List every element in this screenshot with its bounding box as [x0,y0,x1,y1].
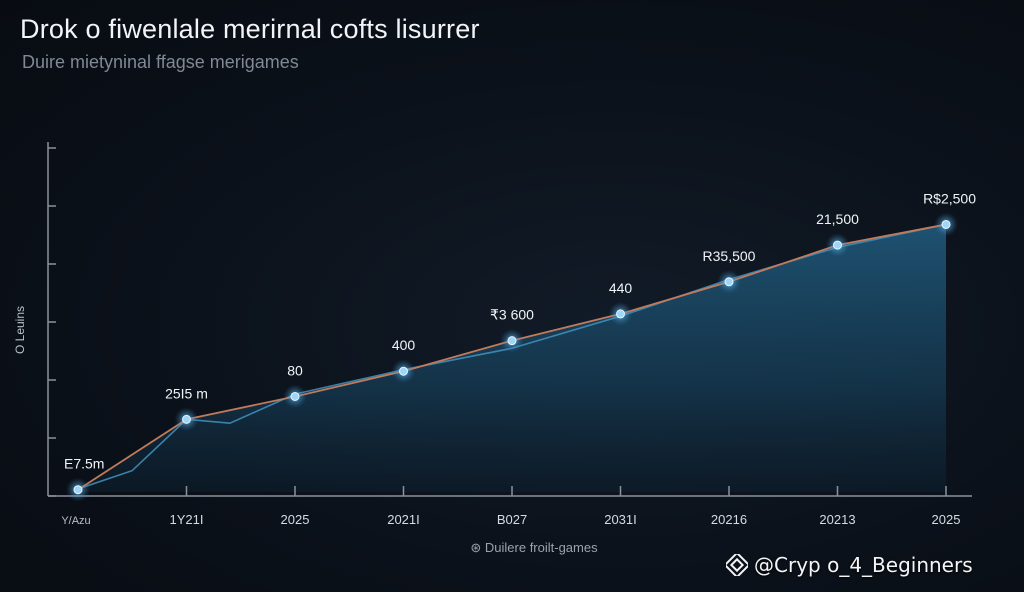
data-label: 440 [609,280,633,296]
x-tick-label: 20213 [819,512,855,527]
x-tick-label: 1Y21I [170,512,204,527]
data-point [941,219,951,229]
data-label: E7.5m [64,456,104,472]
data-point [399,366,408,376]
x-tick-label: 2025 [281,512,310,527]
x-tick-label-origin: Y/Azu [61,515,90,527]
data-point [290,391,300,401]
data-label: ₹3 600 [490,307,534,323]
data-point [507,336,517,346]
data-label: 25I5 m [165,385,208,401]
data-point [73,485,83,495]
data-label: 80 [287,362,303,378]
data-point [616,309,625,319]
data-point [833,240,842,250]
x-tick-label: 20216 [711,512,747,527]
data-label: 21,500 [816,211,859,227]
binance-diamond-icon [726,554,748,576]
chart-subtitle: Duire mietyninal ffagse merigames [22,52,299,72]
x-tick-label: 2025 [932,512,961,527]
x-tick-label: 2021I [387,512,420,527]
data-point [724,277,734,287]
data-point [182,414,191,424]
data-label: R35,500 [703,248,756,264]
data-label: 400 [392,337,416,353]
watermark: @Cryp o_4_Beginners [726,553,973,577]
data-label: R$2,500 [923,190,976,206]
y-axis-label: O Leuins [13,306,27,354]
chart-title: Drok o fiwenlale merirnal cofts lisurrer [20,14,480,44]
area-fill [78,224,946,492]
x-axis-label: ⊛ Duilere froilt-games [470,540,598,555]
x-tick-label: 2031I [604,512,637,527]
watermark-handle: @Cryp o_4_Beginners [754,553,973,577]
x-tick-label: B027 [497,512,527,527]
